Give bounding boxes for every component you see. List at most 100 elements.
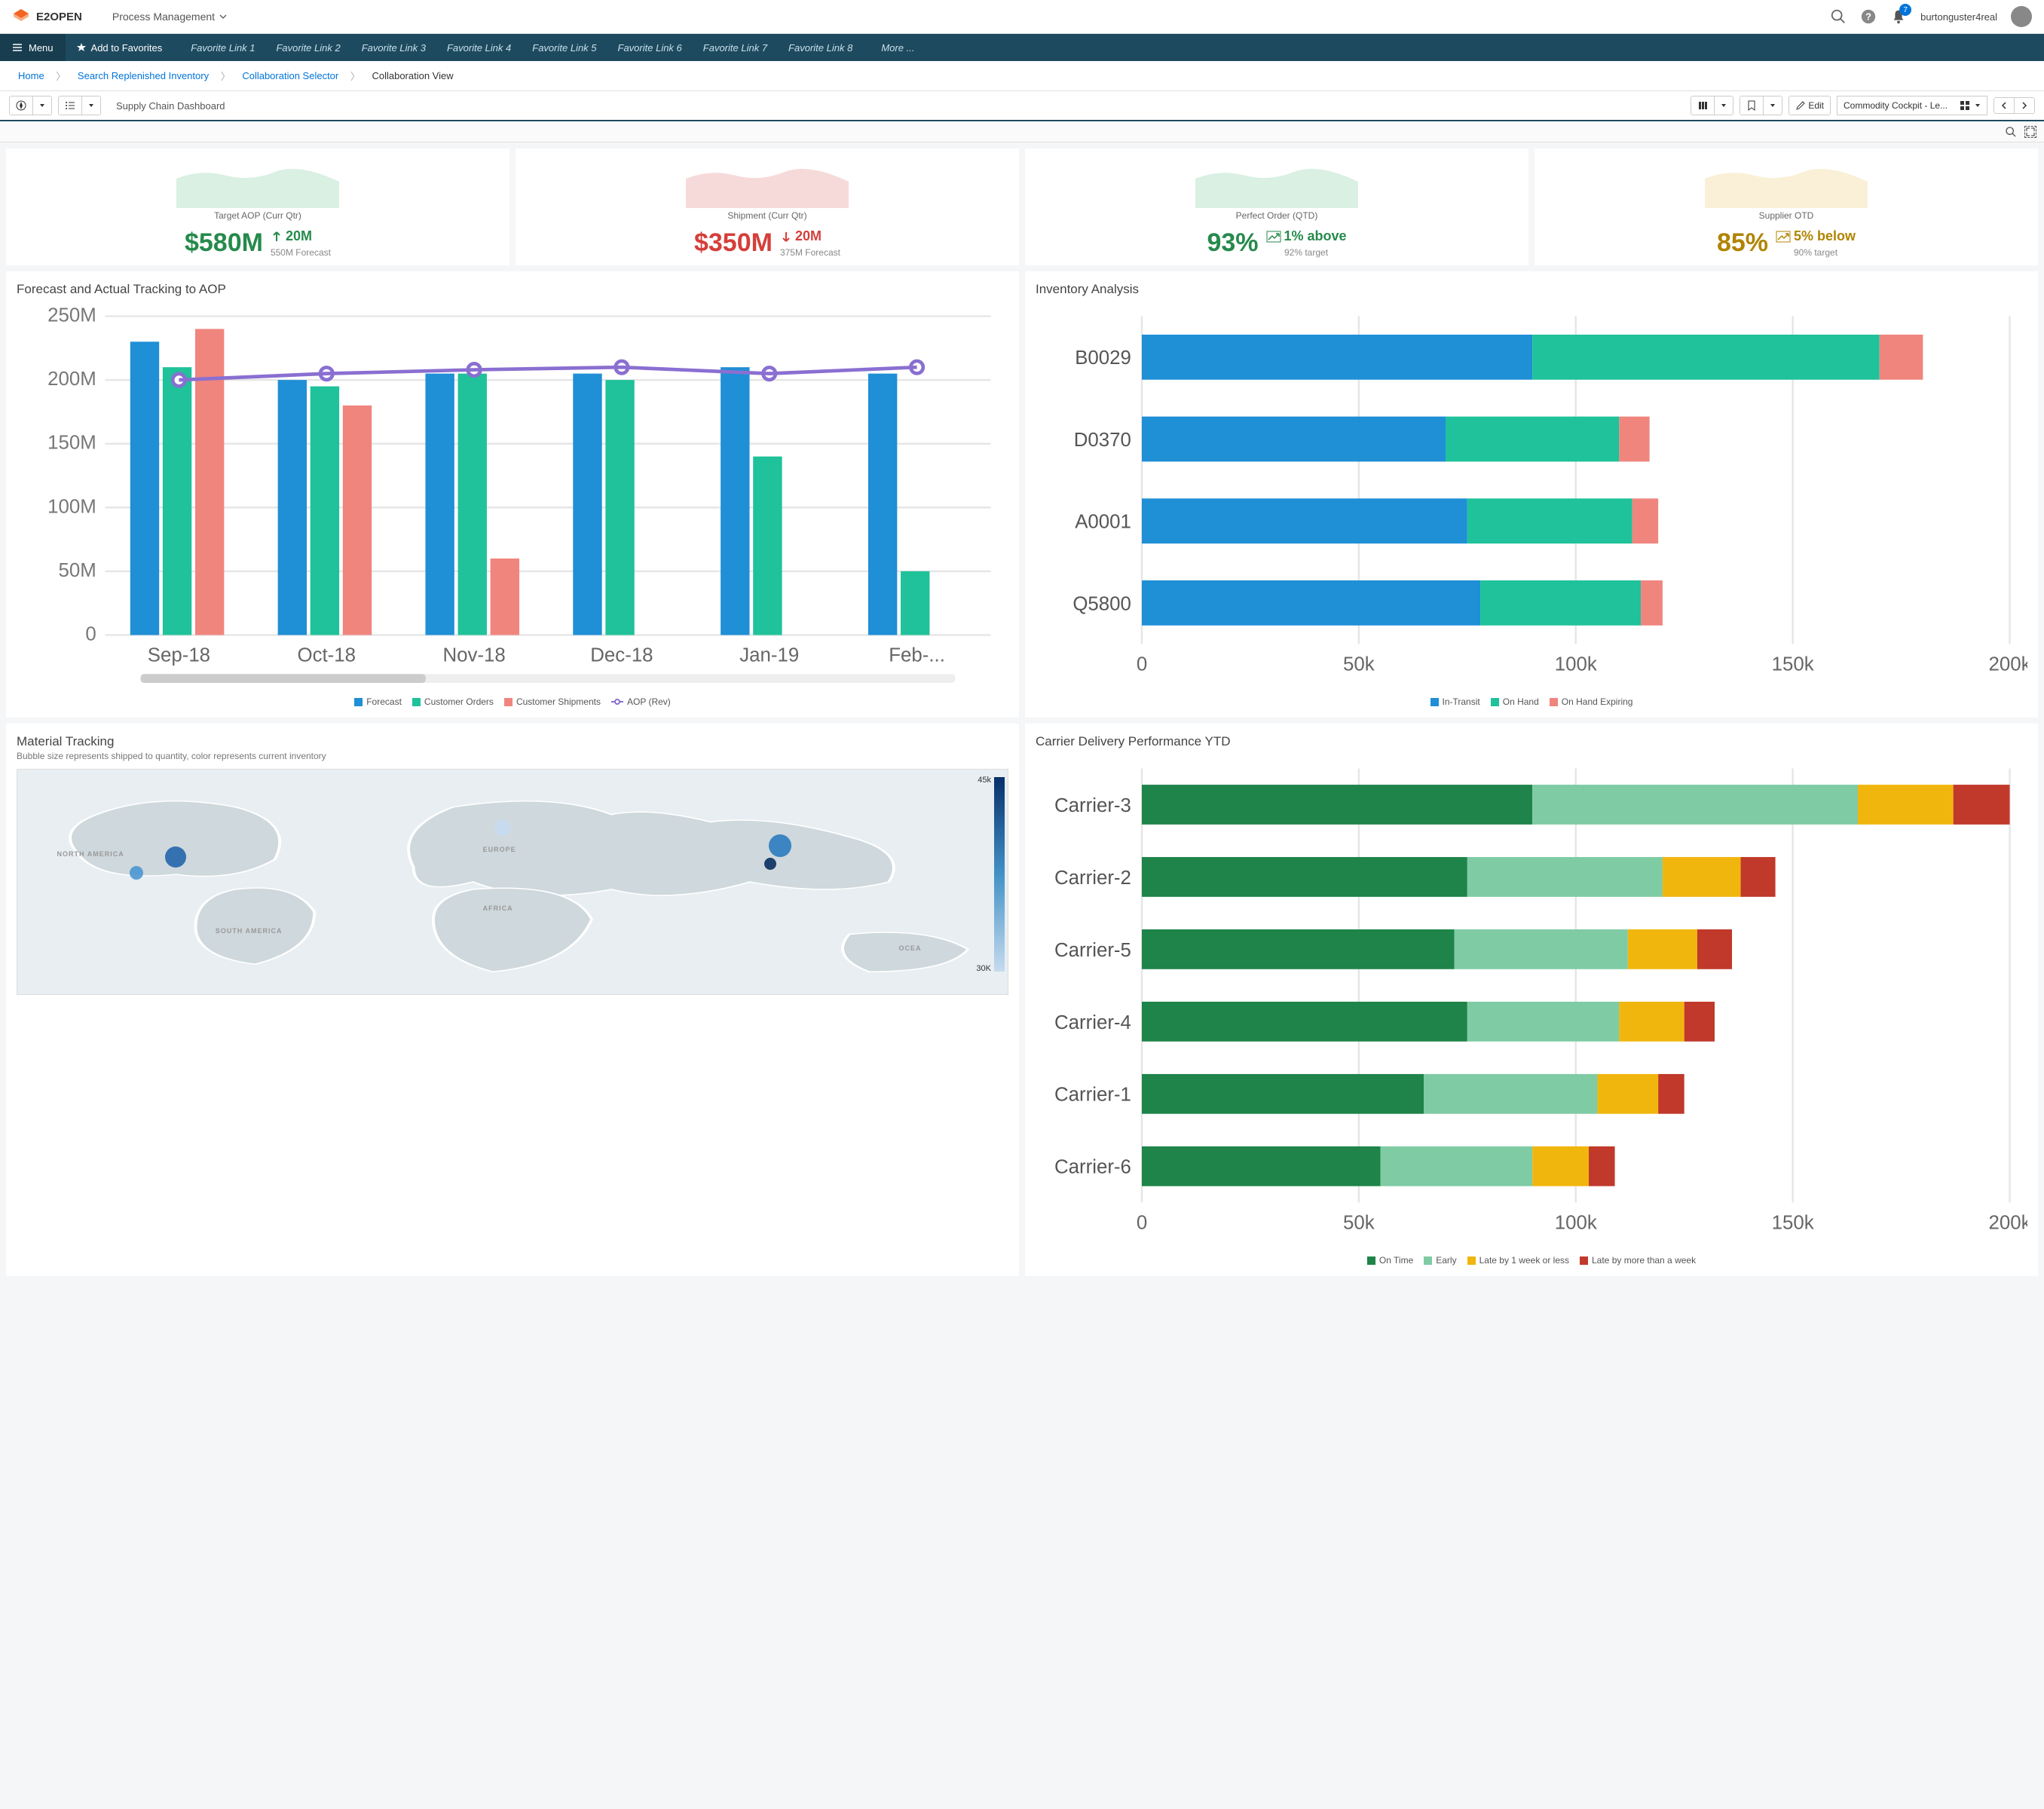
kpi-title: Perfect Order (QTD) [1034,210,1519,221]
svg-text:Carrier-4: Carrier-4 [1054,1012,1131,1033]
map-continent-label: OCEA [898,944,921,952]
favorite-link-3[interactable]: Favorite Link 3 [351,42,436,54]
svg-text:0: 0 [85,624,96,645]
breadcrumb-link[interactable]: Collaboration Selector [236,70,344,81]
svg-text:Carrier-2: Carrier-2 [1054,868,1131,889]
secondary-bar [0,121,2044,142]
kpi-title: Shipment (Curr Qtr) [525,210,1010,221]
help-icon[interactable]: ? [1860,8,1877,25]
svg-text:B0029: B0029 [1075,347,1131,369]
kpi-sub: 90% target [1776,247,1856,258]
breadcrumb-link[interactable]: Home [12,70,50,81]
kpi-card-2[interactable]: Perfect Order (QTD)93%1% above92% target [1025,148,1528,265]
caret-down-icon [1975,103,1981,109]
brand-logo[interactable]: E2OPEN [12,8,82,26]
material-subtitle: Bubble size represents shipped to quanti… [17,751,1008,761]
kpi-row: Target AOP (Curr Qtr)$580M20M550M Foreca… [0,142,2044,271]
cockpit-selector[interactable]: Commodity Cockpit - Le... [1837,96,1987,115]
kpi-card-1[interactable]: Shipment (Curr Qtr)$350M20M375M Forecast [516,148,1019,265]
compass-button[interactable] [10,96,33,115]
kpi-value: 93% [1207,228,1258,258]
svg-text:50M: 50M [58,560,96,581]
add-favorites-button[interactable]: Add to Favorites [66,34,173,61]
svg-text:200M: 200M [47,369,96,390]
hamburger-icon [12,42,23,53]
kpi-change: 5% below [1776,228,1856,244]
favorite-link-6[interactable]: Favorite Link 6 [607,42,693,54]
svg-text:Dec-18: Dec-18 [590,645,653,666]
legend-item[interactable]: On Hand [1491,696,1539,707]
toolbar-right: Edit Commodity Cockpit - Le... [1691,96,2035,115]
map-bubble[interactable] [769,834,791,857]
caret-down-icon [39,103,45,109]
more-link[interactable]: More ... [863,42,925,54]
prev-button[interactable] [1994,98,2015,113]
favorite-link-1[interactable]: Favorite Link 1 [173,42,265,54]
svg-text:200k: 200k [1988,1213,2027,1234]
column-dropdown[interactable] [1715,96,1733,115]
menu-button[interactable]: Menu [0,34,66,61]
svg-text:Sep-18: Sep-18 [148,645,210,666]
compass-tool-group [9,96,52,115]
next-button[interactable] [2015,98,2034,113]
legend-item[interactable]: In-Transit [1430,696,1480,707]
legend-item[interactable]: Late by more than a week [1580,1255,1696,1266]
list-button[interactable] [59,96,82,115]
kpi-card-0[interactable]: Target AOP (Curr Qtr)$580M20M550M Foreca… [6,148,509,265]
pencil-icon [1795,100,1806,111]
compass-icon [16,100,26,111]
legend-item[interactable]: Customer Orders [412,696,494,707]
forecast-panel: Forecast and Actual Tracking to AOP 050M… [6,271,1019,718]
legend-item[interactable]: Forecast [354,696,402,707]
list-dropdown[interactable] [82,96,100,115]
legend-item[interactable]: Early [1424,1255,1456,1266]
carrier-chart: 050k100k150k200kCarrier-3Carrier-2Carrie… [1036,751,2027,1247]
toolbar-title: Supply Chain Dashboard [116,100,225,112]
legend-item[interactable]: Customer Shipments [504,696,601,707]
breadcrumb-separator: 〉 [218,69,233,83]
svg-text:D0370: D0370 [1074,430,1131,451]
legend-item[interactable]: On Time [1367,1255,1413,1266]
legend-item[interactable]: On Hand Expiring [1550,696,1633,707]
svg-text:50k: 50k [1343,654,1375,675]
notification-badge: 7 [1899,4,1911,16]
carrier-title: Carrier Delivery Performance YTD [1036,734,2027,749]
favorite-link-8[interactable]: Favorite Link 8 [778,42,863,54]
edit-button[interactable]: Edit [1789,96,1830,115]
kpi-card-3[interactable]: Supplier OTD85%5% below90% target [1535,148,2038,265]
kpi-value: 85% [1717,228,1768,258]
column-tool-group [1691,96,1733,115]
brand-icon [12,8,30,26]
bookmark-dropdown[interactable] [1764,96,1782,115]
map-bubble[interactable] [764,858,776,870]
search-icon[interactable] [1830,8,1847,25]
zoom-icon[interactable] [2005,126,2017,138]
forecast-legend: Forecast Customer Orders Customer Shipment… [17,696,1008,707]
map-bubble[interactable] [130,866,143,880]
username-label[interactable]: burtonguster4real [1920,11,1997,23]
kpi-change: 20M [271,228,331,244]
compass-dropdown[interactable] [33,96,51,115]
legend-item[interactable]: AOP (Rev) [611,696,671,707]
avatar[interactable] [2011,6,2032,27]
legend-item[interactable]: Late by 1 week or less [1467,1255,1569,1266]
favorite-link-2[interactable]: Favorite Link 2 [265,42,350,54]
nav-dropdown[interactable]: Process Management [112,11,227,23]
favorite-link-7[interactable]: Favorite Link 7 [693,42,778,54]
column-button[interactable] [1691,96,1715,115]
favorite-link-4[interactable]: Favorite Link 4 [436,42,522,54]
chevron-right-icon [2021,102,2028,109]
breadcrumb-link[interactable]: Search Replenished Inventory [72,70,215,81]
map-scale [994,777,1005,972]
svg-text:150k: 150k [1772,654,1814,675]
fullscreen-icon[interactable] [2024,126,2036,138]
chevron-down-icon [219,13,227,20]
notification-icon[interactable]: 7 [1890,8,1907,25]
bookmark-button[interactable] [1740,96,1764,115]
list-tool-group [58,96,101,115]
forecast-chart: 050M100M150M200M250MSep-18Oct-18Nov-18De… [17,298,1008,688]
kpi-sub: 92% target [1266,247,1347,258]
brand-text: E2OPEN [36,11,82,23]
favorite-link-5[interactable]: Favorite Link 5 [522,42,607,54]
svg-text:100k: 100k [1555,1213,1597,1234]
